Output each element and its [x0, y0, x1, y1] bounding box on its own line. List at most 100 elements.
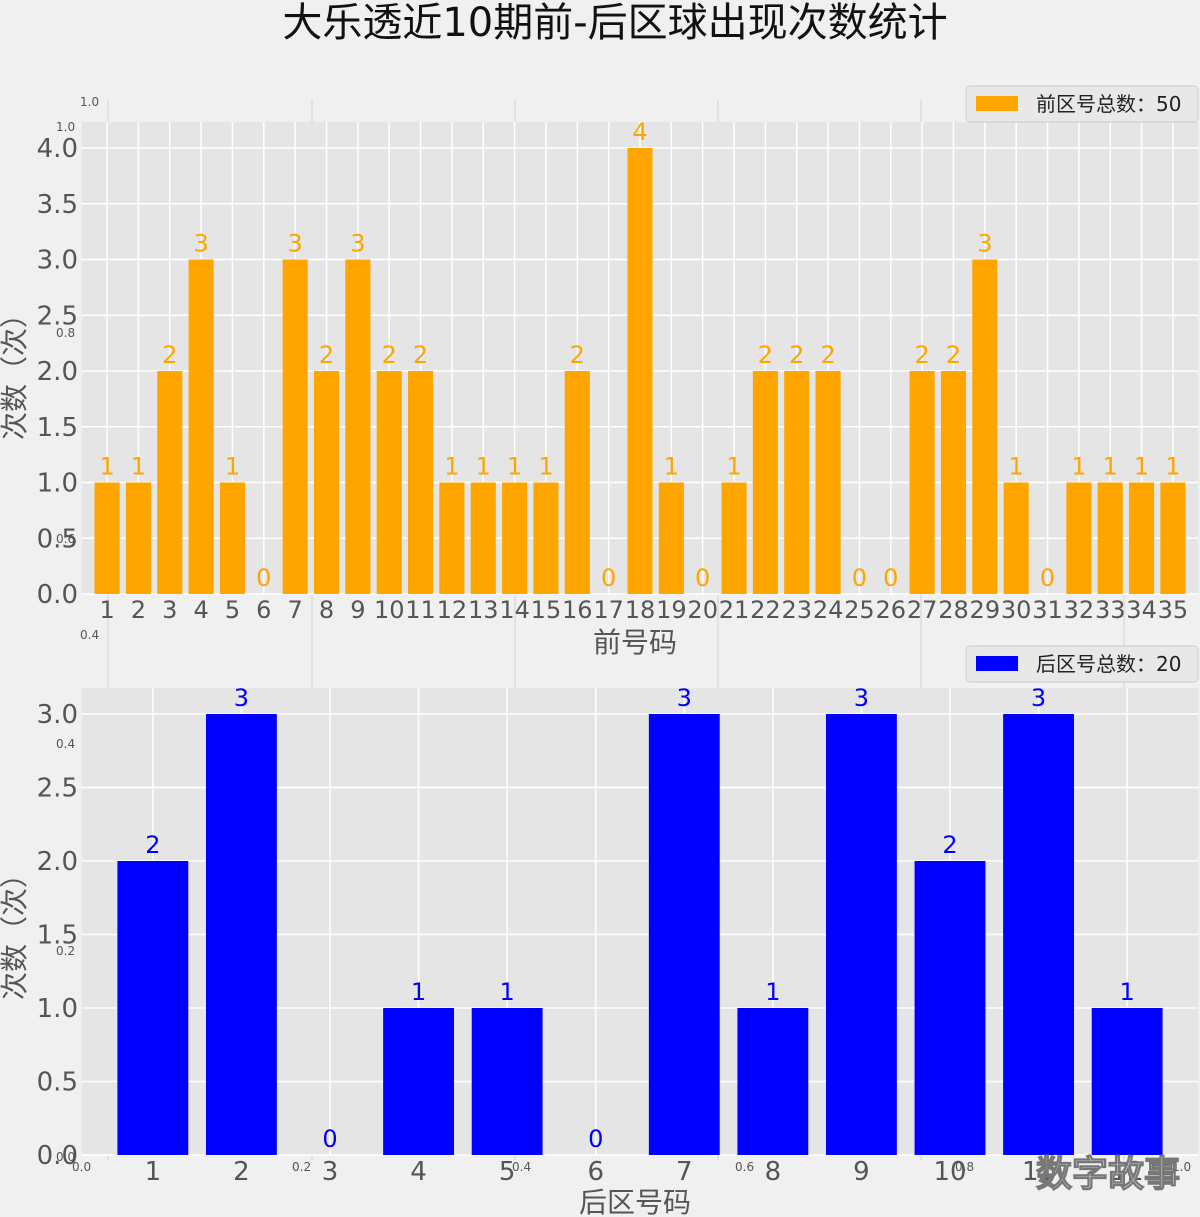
data-label: 4: [632, 118, 647, 146]
chart-title: 大乐透近10期前-后区球出现次数统计: [282, 0, 947, 46]
x-tick-label: 34: [1126, 596, 1157, 624]
data-label: 1: [1120, 978, 1135, 1006]
x-tick-label: 26: [876, 596, 907, 624]
bar: [909, 371, 935, 594]
legend-label: 前区号总数：50: [1036, 92, 1181, 116]
ghost-tick: 1.0: [56, 120, 75, 134]
y-tick-label: 0.5: [37, 524, 78, 554]
data-label: 3: [350, 230, 365, 258]
x-tick-label: 30: [1001, 596, 1032, 624]
bar: [157, 371, 183, 594]
data-label: 2: [942, 831, 957, 859]
y-tick-label: 1.5: [37, 413, 78, 443]
y-tick-label: 0.0: [37, 1141, 78, 1171]
x-tick-label: 20: [687, 596, 718, 624]
x-tick-label: 11: [1022, 1157, 1055, 1187]
x-tick-label: 15: [531, 596, 562, 624]
x-tick-label: 16: [562, 596, 593, 624]
x-tick-label: 8: [765, 1157, 782, 1187]
data-label: 1: [1103, 453, 1118, 481]
y-tick-label: 3.5: [37, 190, 78, 220]
bar: [914, 861, 986, 1155]
bar: [1091, 1008, 1163, 1155]
x-axis-label: 后区号码: [579, 1186, 691, 1217]
y-tick-label: 1.0: [37, 469, 78, 499]
bar: [826, 714, 897, 1155]
bar: [470, 482, 496, 594]
x-tick-label: 33: [1095, 596, 1126, 624]
data-label: 1: [1009, 453, 1024, 481]
bar: [383, 1008, 454, 1155]
data-label: 1: [476, 453, 491, 481]
data-label: 0: [322, 1125, 337, 1153]
x-tick-label: 9: [853, 1157, 870, 1187]
x-tick-label: 3: [322, 1157, 339, 1187]
bar: [94, 482, 120, 594]
x-tick-label: 3: [162, 596, 177, 624]
data-label: 2: [946, 341, 961, 369]
bar: [188, 259, 214, 594]
x-tick-label: 2: [233, 1157, 250, 1187]
x-tick-label: 35: [1158, 596, 1189, 624]
bar: [1003, 714, 1074, 1155]
y-axis-label: 次数（次）: [0, 860, 31, 1000]
x-tick-label: 7: [288, 596, 303, 624]
ghost-tick: 1.0: [1172, 1160, 1191, 1174]
data-label: 1: [1165, 453, 1180, 481]
data-label: 2: [319, 341, 334, 369]
bar: [125, 482, 151, 594]
bar: [737, 1008, 809, 1155]
data-label: 0: [588, 1125, 603, 1153]
x-tick-label: 21: [719, 596, 750, 624]
ghost-tick: 0.4: [80, 628, 99, 642]
data-label: 2: [758, 341, 773, 369]
x-tick-label: 14: [499, 596, 530, 624]
x-tick-label: 9: [350, 596, 365, 624]
data-label: 3: [977, 230, 992, 258]
y-tick-label: 2.0: [37, 847, 78, 877]
bar: [1097, 482, 1123, 594]
bar: [206, 714, 277, 1155]
x-tick-label: 6: [256, 596, 271, 624]
bar: [376, 371, 402, 594]
data-label: 2: [382, 341, 397, 369]
data-label: 2: [162, 341, 177, 369]
bar: [219, 482, 246, 594]
y-axis-label: 次数（次）: [0, 300, 31, 440]
data-label: 1: [726, 453, 741, 481]
x-tick-label: 1: [99, 596, 114, 624]
data-label: 2: [145, 831, 160, 859]
bar: [784, 371, 810, 594]
data-label: 1: [225, 453, 240, 481]
bar: [648, 714, 720, 1155]
x-tick-label: 24: [813, 596, 844, 624]
data-label: 1: [444, 453, 459, 481]
data-label: 1: [765, 978, 780, 1006]
x-tick-label: 10: [933, 1157, 966, 1187]
data-label: 2: [570, 341, 585, 369]
x-tick-label: 6: [587, 1157, 604, 1187]
x-tick-label: 18: [625, 596, 656, 624]
bar: [721, 482, 747, 594]
x-tick-label: 5: [499, 1157, 516, 1187]
bar: [439, 482, 465, 594]
bar: [533, 482, 559, 594]
bar: [972, 259, 998, 594]
y-tick-label: 0.0: [37, 580, 78, 610]
x-tick-label: 5: [225, 596, 240, 624]
legend-box: [965, 85, 1199, 123]
bar: [564, 371, 590, 594]
y-tick-label: 2.5: [37, 301, 78, 331]
bar: [658, 482, 684, 594]
bar: [815, 371, 841, 594]
data-label: 2: [789, 341, 804, 369]
y-tick-label: 2.0: [37, 357, 78, 387]
ghost-tick: 0.4: [512, 1160, 531, 1174]
ghost-tick: 0.2: [56, 944, 75, 958]
data-label: 0: [852, 564, 867, 592]
data-label: 1: [1071, 453, 1086, 481]
x-tick-label: 4: [410, 1157, 427, 1187]
data-label: 0: [883, 564, 898, 592]
x-tick-label: 8: [319, 596, 334, 624]
